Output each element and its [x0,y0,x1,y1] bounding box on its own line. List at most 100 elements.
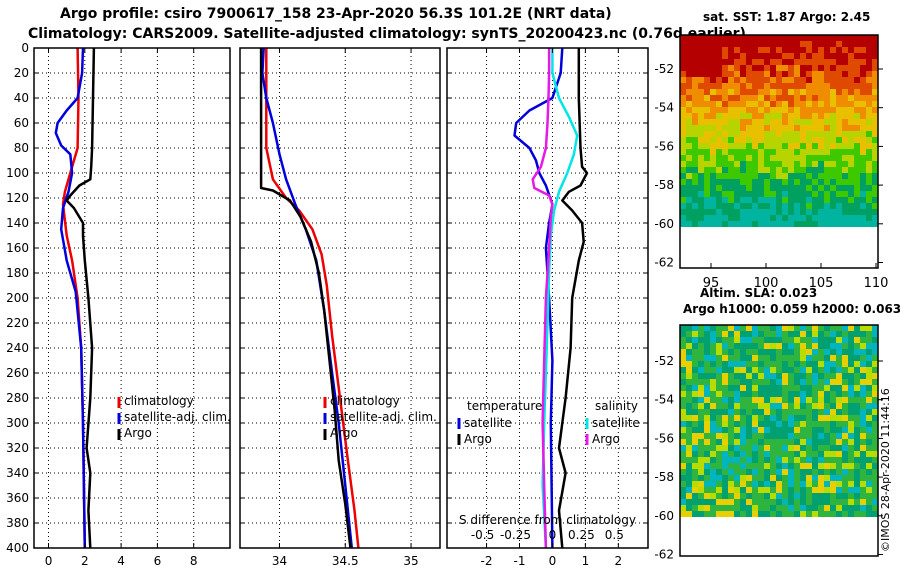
map-cell [716,89,722,95]
map-cell [752,149,758,155]
labels-layer: 0204060801001201401601802002202402602803… [6,41,640,568]
map-cell [722,325,728,331]
map-cell [848,367,854,373]
map-cell [698,379,704,385]
map-cell [680,427,686,433]
map-x-tick-label: 100 [754,276,779,291]
map-cell [812,41,818,47]
map-cell [788,481,794,487]
map-cell [686,149,692,155]
map-cell [794,107,800,113]
map-cell [752,65,758,71]
map-cell [692,391,698,397]
map-cell [716,397,722,403]
map-cell [686,203,692,209]
map-cell [680,59,686,65]
map-cell [836,41,842,47]
map-cell [872,83,878,89]
map-cell [848,361,854,367]
map-cell [686,451,692,457]
map-cell [734,457,740,463]
map-cell [704,161,710,167]
map-cell [740,101,746,107]
map-cell [716,35,722,41]
map-cell [860,421,866,427]
map-cell [698,221,704,227]
map-cell [734,125,740,131]
map-cell [812,131,818,137]
map-cell [824,119,830,125]
legend-label: satellite [592,416,640,430]
map-cell [776,83,782,89]
map-cell [776,355,782,361]
map-cell [848,119,854,125]
map-cell [830,361,836,367]
map-cell [752,379,758,385]
map-cell [818,185,824,191]
map-cell [854,125,860,131]
map-y-tick-label: -58 [654,178,674,192]
map-cell [686,331,692,337]
map-cell [824,475,830,481]
map-cell [776,331,782,337]
map-cell [758,83,764,89]
map-cell [872,421,878,427]
map-cell [734,65,740,71]
map-cell [710,349,716,355]
map-cell [794,445,800,451]
map-cell [722,143,728,149]
map-cell [746,137,752,143]
map-cell [692,71,698,77]
map-cell [872,445,878,451]
map-cell [812,179,818,185]
map-cell [704,113,710,119]
map-cell [860,53,866,59]
map-cell [836,451,842,457]
map-cell [866,191,872,197]
map-cell [782,463,788,469]
map-cell [782,83,788,89]
map-cell [710,403,716,409]
map-cell [686,397,692,403]
map-cell [704,53,710,59]
map-cell [806,451,812,457]
map-cell [758,215,764,221]
map-cell [728,499,734,505]
map-cell [794,71,800,77]
map-cell [722,47,728,53]
map-cell [764,325,770,331]
map-cell [704,35,710,41]
map-cell [764,191,770,197]
map-cell [788,505,794,511]
map-cell [734,47,740,53]
map-cell [794,493,800,499]
map-cell [800,89,806,95]
map-cell [794,167,800,173]
map-cell [770,433,776,439]
map-cell [734,331,740,337]
map-cell [746,131,752,137]
map-cell [854,35,860,41]
map-cell [770,361,776,367]
map-cell [710,325,716,331]
map-cell [740,149,746,155]
map-cell [734,421,740,427]
map-cell [800,385,806,391]
map-cell [758,191,764,197]
map-cell [776,191,782,197]
map-cell [800,71,806,77]
map-cell [806,457,812,463]
map-cell [734,451,740,457]
map-cell [728,337,734,343]
map-cell [776,343,782,349]
map-cell [758,433,764,439]
map-cell [824,487,830,493]
map-cell [770,113,776,119]
map-cell [848,179,854,185]
map-cell [728,379,734,385]
map-cell [728,149,734,155]
map-cell [872,125,878,131]
map-cell [806,475,812,481]
map-cell [806,415,812,421]
map-cell [794,331,800,337]
